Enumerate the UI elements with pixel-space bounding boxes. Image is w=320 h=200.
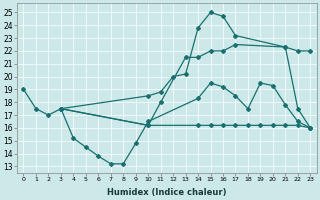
X-axis label: Humidex (Indice chaleur): Humidex (Indice chaleur) <box>107 188 227 197</box>
